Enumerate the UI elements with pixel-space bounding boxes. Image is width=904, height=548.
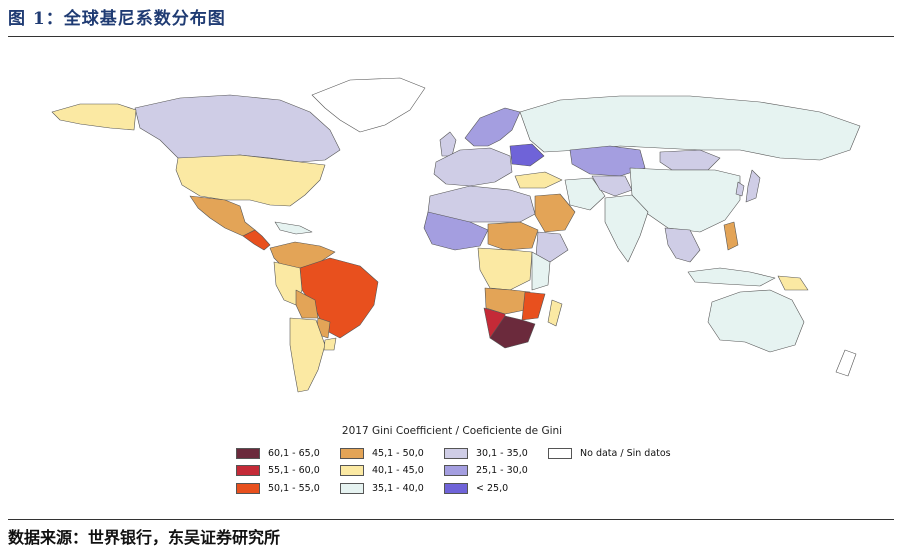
legend-item: No data / Sin datos: [548, 446, 671, 460]
western-europe-region: [433, 147, 513, 187]
sahel-region: [487, 221, 539, 251]
legend-item: 50,1 - 55,0: [236, 481, 320, 495]
legend-label: 40,1 - 45,0: [372, 464, 424, 476]
madagascar-region: [547, 299, 563, 327]
legend-title: 2017 Gini Coefficient / Coeficiente de G…: [341, 425, 563, 437]
mongolia-region: [659, 149, 721, 171]
turkey-region: [514, 171, 563, 189]
legend-item: 35,1 - 40,0: [340, 481, 424, 495]
legend-item: 45,1 - 50,0: [340, 446, 424, 460]
legend-swatch: [444, 447, 468, 459]
indonesia-region: [687, 267, 776, 287]
legend-label: 55,1 - 60,0: [268, 464, 320, 476]
papua-region: [777, 275, 809, 291]
philippines-region: [723, 221, 739, 251]
central-africa-region: [477, 247, 533, 291]
legend-label: 35,1 - 40,0: [372, 482, 424, 494]
central-america-region: [242, 229, 271, 251]
legend-swatch: [236, 482, 260, 494]
india-region: [604, 194, 649, 263]
legend-item: 25,1 - 30,0: [444, 463, 528, 477]
usa-region: [175, 154, 326, 207]
legend-swatch: [340, 447, 364, 459]
eastern-europe-region: [509, 143, 545, 167]
greenland-region: [311, 77, 426, 133]
world-gini-map: [51, 77, 861, 393]
scandinavia-region: [464, 107, 521, 147]
legend-label: 30,1 - 35,0: [476, 447, 528, 459]
legend-swatch: [340, 464, 364, 476]
mexico-region: [189, 195, 256, 237]
top-divider: [8, 36, 894, 37]
alaska-region: [51, 103, 137, 131]
korea-region: [735, 181, 745, 197]
caribbean-region: [274, 221, 313, 235]
australia-region: [707, 289, 805, 353]
bolivia-region: [295, 289, 319, 319]
legend-label: 45,1 - 50,0: [372, 447, 424, 459]
southeast-asia-region: [664, 227, 701, 263]
canada-region: [134, 94, 341, 163]
legend-item: 40,1 - 45,0: [340, 463, 424, 477]
legend-swatch: [444, 482, 468, 494]
legend-swatch: [444, 464, 468, 476]
bottom-divider: [8, 519, 894, 520]
arabia-region: [534, 193, 576, 233]
west-africa-region: [423, 211, 489, 251]
legend-label: < 25,0: [476, 482, 509, 494]
legend-item: < 25,0: [444, 481, 508, 495]
figure-title: 图 1：全球基尼系数分布图: [8, 9, 226, 29]
legend-item: 30,1 - 35,0: [444, 446, 528, 460]
mozambique-region: [521, 291, 546, 321]
legend-label: No data / Sin datos: [580, 447, 671, 459]
legend-item: 55,1 - 60,0: [236, 463, 320, 477]
legend-swatch: [236, 447, 260, 459]
central-asia-region: [591, 175, 633, 197]
legend-label: 60,1 - 65,0: [268, 447, 320, 459]
legend-item: 60,1 - 65,0: [236, 446, 320, 460]
uruguay-region: [323, 337, 337, 351]
legend-label: 50,1 - 55,0: [268, 482, 320, 494]
british-isles-region: [439, 131, 457, 157]
legend-swatch: [340, 482, 364, 494]
china-region: [629, 167, 741, 233]
new-zealand-region: [835, 349, 857, 377]
source-note: 数据来源：世界银行，东吴证券研究所: [8, 528, 281, 547]
southern-cone-region: [289, 317, 326, 393]
horn-africa-region: [535, 231, 569, 263]
legend-swatch: [548, 447, 572, 459]
iran-region: [564, 177, 606, 211]
legend-label: 25,1 - 30,0: [476, 464, 528, 476]
east-africa-region: [531, 251, 551, 291]
south-africa-region: [489, 315, 536, 349]
legend-swatch: [236, 464, 260, 476]
japan-region: [745, 169, 761, 203]
